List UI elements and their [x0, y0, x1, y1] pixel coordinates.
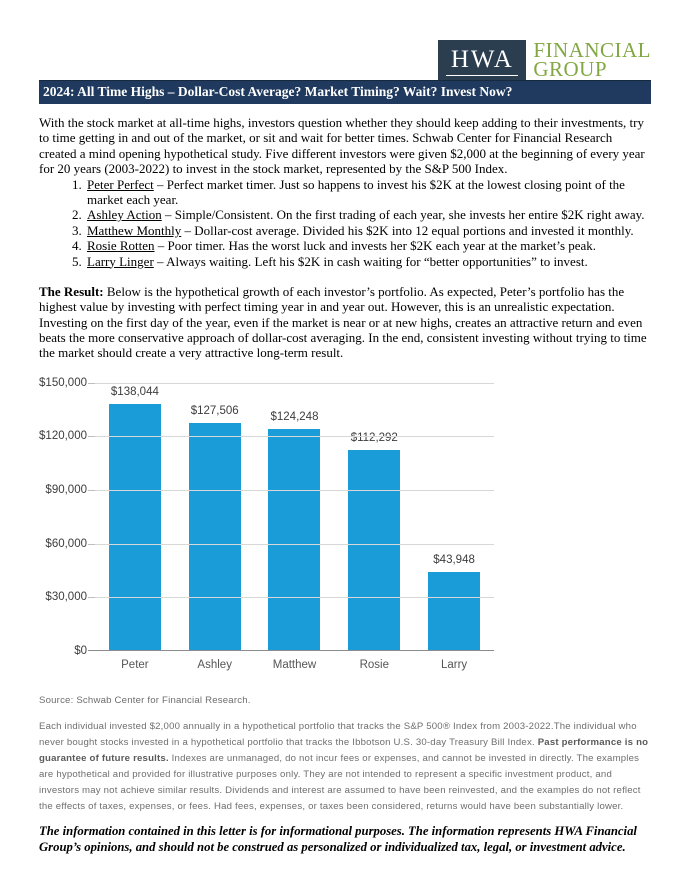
investor-name: Matthew Monthly — [87, 222, 182, 238]
bar-value-label: $138,044 — [110, 385, 159, 398]
list-item: Peter Perfect – Perfect market timer. Ju… — [85, 177, 651, 208]
hwa-logo: HWA FINANCIAL GROUP — [438, 37, 651, 81]
y-tick-label: $0 — [74, 644, 87, 657]
investor-list: Peter Perfect – Perfect market timer. Ju… — [67, 177, 651, 269]
bar-value-label: $124,248 — [270, 410, 319, 423]
result-text: Below is the hypothetical growth of each… — [39, 283, 647, 361]
logo-name-line2: GROUP — [533, 57, 608, 81]
bar-value-label: $112,292 — [350, 431, 398, 444]
investor-desc: – Simple/Consistent. On the first tradin… — [161, 207, 645, 223]
gridline — [95, 382, 494, 384]
chart-y-axis: $150,000 $120,000 $90,000 $60,000 $30,000 $0 — [39, 377, 95, 657]
article-title-band: 2024: All Time Highs – Dollar-Cost Avera… — [39, 80, 651, 104]
investor-name: Larry Linger — [87, 253, 154, 269]
bar-ashley — [188, 422, 241, 651]
header: HWA FINANCIAL GROUP — [39, 37, 651, 81]
gridline — [95, 490, 494, 492]
chart-main: $138,044 $127,506 $124,248 $112,292 $43,948 … — [88, 382, 494, 671]
investor-desc: – Perfect market timer. Just so happens … — [87, 176, 625, 207]
fine-print-part2: Indexes are unmanaged, do not incur fees… — [39, 753, 641, 813]
list-item: Matthew Monthly – Dollar-cost average. D… — [85, 223, 651, 238]
portfolio-bar-chart: $150,000 $120,000 $90,000 $60,000 $30,000 $0 … — [39, 377, 494, 671]
newsletter-page: HWA FINANCIAL GROUP 2024: All Time Highs… — [39, 0, 651, 856]
investor-name: Rosie Rotten — [87, 238, 155, 254]
gridline — [95, 597, 494, 599]
axis-tick-mark — [88, 490, 95, 492]
x-axis-label: Peter — [121, 658, 149, 671]
bar-column: $127,506 — [175, 383, 255, 651]
intro-paragraph: With the stock market at all-time highs,… — [39, 115, 645, 177]
list-item: Rosie Rotten – Poor timer. Has the worst… — [85, 238, 651, 253]
hwa-logo-rule — [446, 74, 519, 76]
bar-value-label: $43,948 — [433, 553, 475, 566]
hwa-logo-box: HWA — [438, 40, 527, 80]
logo-name-line1: FINANCIAL — [533, 37, 651, 62]
bar-larry — [428, 571, 481, 651]
fine-print-bold: Past performance is no guarantee of futu… — [39, 736, 649, 765]
bar-column: $112,292 — [334, 383, 414, 651]
axis-tick-mark — [88, 436, 95, 438]
investor-desc: – Dollar-cost average. Divided his $2K i… — [181, 222, 634, 238]
investor-name: Peter Perfect — [87, 176, 154, 192]
bar-column: $138,044 — [95, 383, 175, 651]
y-tick-label: $150,000 — [39, 376, 87, 389]
fine-print-part1: Each individual invested $2,000 annually… — [39, 720, 637, 748]
investor-desc: – Always waiting. Left his $2K in cash w… — [153, 253, 588, 269]
axis-tick-mark — [88, 649, 95, 651]
result-lead: The Result: — [39, 283, 104, 299]
axis-tick-mark — [88, 597, 95, 599]
x-axis-line — [95, 649, 494, 651]
chart-x-labels: Peter Ashley Matthew Rosie Larry — [95, 659, 494, 671]
hwa-monogram: HWA — [450, 45, 514, 73]
y-tick-label: $120,000 — [39, 430, 87, 443]
gridline — [95, 436, 494, 438]
list-item: Larry Linger – Always waiting. Left his … — [85, 254, 651, 269]
investor-desc: – Poor timer. Has the worst luck and inv… — [154, 238, 597, 254]
bar-column: $124,248 — [255, 383, 335, 651]
y-tick-label: $30,000 — [45, 591, 87, 604]
chart-bars: $138,044 $127,506 $124,248 $112,292 $43,948 — [95, 383, 494, 651]
gridline — [95, 543, 494, 545]
bar-peter — [108, 403, 161, 651]
y-tick-label: $90,000 — [45, 484, 87, 497]
bar-column: $43,948 — [414, 383, 494, 651]
chart-plot: $138,044 $127,506 $124,248 $112,292 $43,948 — [88, 382, 494, 651]
fine-print: Each individual invested $2,000 annually… — [39, 719, 651, 816]
bar-matthew — [268, 428, 321, 651]
result-paragraph: The Result: Below is the hypothetical gr… — [39, 284, 651, 361]
footer-disclaimer: The information contained in this letter… — [39, 823, 637, 855]
axis-tick-mark — [88, 543, 95, 545]
bar-rosie — [348, 449, 401, 651]
y-tick-label: $60,000 — [45, 537, 87, 550]
hwa-logo-name: FINANCIAL GROUP — [533, 37, 651, 81]
x-axis-label: Matthew — [272, 658, 317, 671]
x-axis-label: Ashley — [197, 658, 232, 671]
x-axis-label: Larry — [440, 658, 468, 671]
list-item: Ashley Action – Simple/Consistent. On th… — [85, 207, 651, 222]
chart-source: Source: Schwab Center for Financial Rese… — [39, 694, 251, 706]
x-axis-label: Rosie — [359, 658, 389, 671]
bar-value-label: $127,506 — [190, 404, 239, 417]
axis-tick-mark — [88, 382, 95, 384]
investor-name: Ashley Action — [87, 207, 162, 223]
